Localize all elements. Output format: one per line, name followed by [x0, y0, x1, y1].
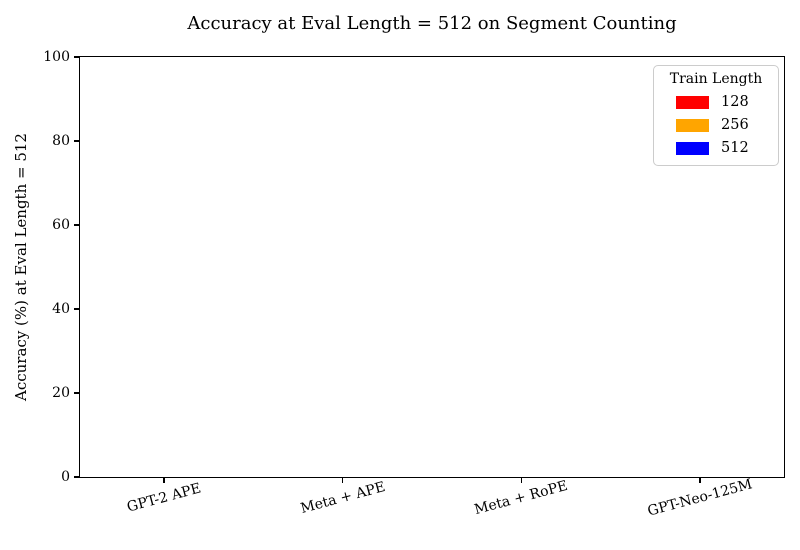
legend-swatch [676, 95, 709, 109]
legend-entry-label: 128 [721, 94, 749, 110]
legend-title: Train Length [669, 71, 763, 87]
legend-entry: 256 [676, 117, 772, 133]
legend: Train Length 128 256 512 [653, 65, 779, 166]
legend-swatch [676, 118, 709, 132]
y-tick-label: 0 [61, 469, 70, 485]
legend-swatch [676, 141, 709, 155]
legend-entry-label: 256 [721, 117, 749, 133]
chart-title: Accuracy at Eval Length = 512 on Segment… [187, 13, 677, 34]
plot-area: Train Length 128 256 512 [79, 56, 785, 478]
y-tick-label: 100 [43, 49, 70, 65]
y-tick-label: 60 [52, 217, 70, 233]
y-axis-label: Accuracy (%) at Eval Length = 512 [12, 133, 30, 401]
y-tick-label: 80 [52, 133, 70, 149]
y-tick-label: 20 [52, 385, 70, 401]
legend-entry: 512 [676, 140, 772, 156]
y-tick-label: 40 [52, 301, 70, 317]
legend-entry: 128 [676, 94, 772, 110]
legend-entry-label: 512 [721, 140, 749, 156]
legend-entries: 128 256 512 [660, 94, 772, 156]
